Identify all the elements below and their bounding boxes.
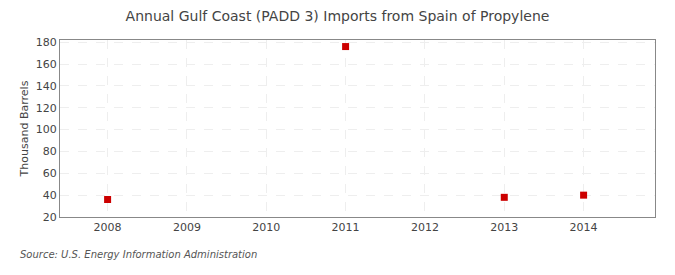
svg-text:120: 120 [36,102,57,115]
svg-text:Annual Gulf Coast (PADD 3) Imp: Annual Gulf Coast (PADD 3) Imports from … [126,8,550,24]
svg-text:2008: 2008 [94,221,122,234]
svg-text:2012: 2012 [411,221,439,234]
svg-text:80: 80 [43,145,57,158]
svg-text:2013: 2013 [490,221,518,234]
svg-text:Thousand Barrels: Thousand Barrels [18,80,31,177]
svg-text:60: 60 [43,167,57,180]
svg-text:180: 180 [36,36,57,49]
svg-text:2009: 2009 [173,221,201,234]
svg-text:100: 100 [36,123,57,136]
svg-text:20: 20 [43,211,57,224]
svg-text:Source: U.S. Energy Informatio: Source: U.S. Energy Information Administ… [20,249,257,260]
svg-text:160: 160 [36,58,57,71]
svg-text:2011: 2011 [332,221,360,234]
svg-text:2014: 2014 [570,221,598,234]
svg-text:2010: 2010 [252,221,280,234]
svg-text:40: 40 [43,189,57,202]
svg-text:140: 140 [36,80,57,93]
